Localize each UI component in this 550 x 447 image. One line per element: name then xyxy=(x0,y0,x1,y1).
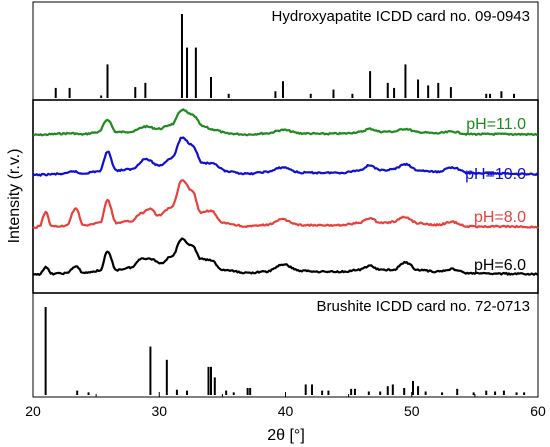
brushite-reference-peaks xyxy=(44,307,526,395)
series-label-ph8: pH=8.0 xyxy=(474,209,526,226)
series-line-ph110 xyxy=(32,108,539,137)
x-axis-ticks: 20 30 40 50 60 xyxy=(25,392,546,419)
top-panel-title: Hydroxyapatite ICDD card no. 09-0943 xyxy=(272,8,530,25)
x-tick-label: 50 xyxy=(404,403,420,419)
series-line-ph100 xyxy=(32,136,539,177)
y-axis-label: Intensity (r.v.) xyxy=(6,149,23,244)
xrd-pattern-series xyxy=(32,108,539,276)
series-label-ph11: pH=11.0 xyxy=(466,116,526,133)
x-axis-label: 2θ [°] xyxy=(267,427,305,444)
x-tick-label: 20 xyxy=(25,403,41,419)
hydroxyapatite-reference-peaks xyxy=(54,14,516,98)
series-line-ph60 xyxy=(32,237,539,276)
series-label-ph10: pH=10.0 xyxy=(465,166,526,183)
series-label-ph6: pH=6.0 xyxy=(474,257,526,274)
x-tick-label: 40 xyxy=(278,403,294,419)
bottom-panel-title: Brushite ICDD card no. 72-0713 xyxy=(317,298,530,315)
x-tick-label: 30 xyxy=(151,403,167,419)
x-tick-label: 60 xyxy=(530,403,546,419)
series-line-ph80 xyxy=(32,179,539,230)
